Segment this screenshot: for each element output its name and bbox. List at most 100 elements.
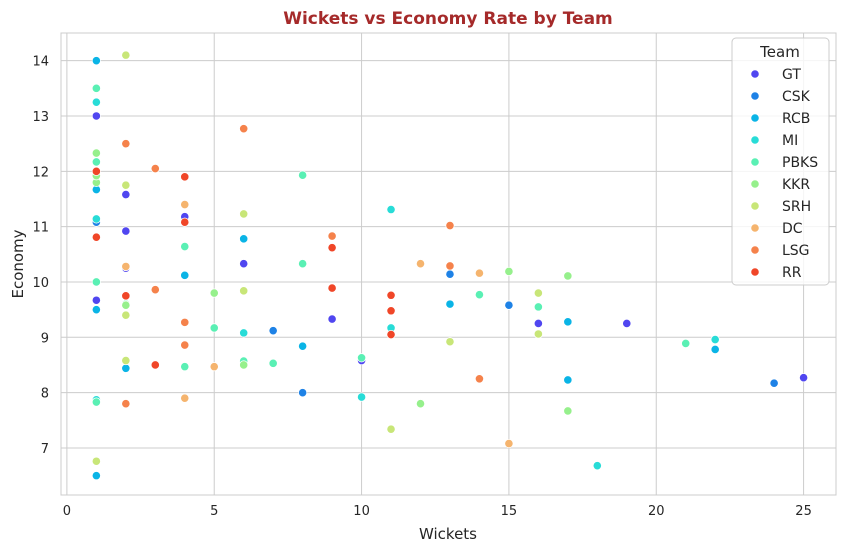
- x-axis-label: Wickets: [419, 525, 477, 543]
- legend-item-csk: CSK: [750, 89, 811, 105]
- legend-marker: [750, 245, 760, 255]
- data-point: [592, 461, 602, 471]
- data-point: [91, 148, 101, 158]
- x-tick-label: 0: [63, 504, 71, 519]
- data-point: [91, 471, 101, 481]
- data-point: [180, 172, 190, 182]
- data-point: [121, 189, 131, 200]
- legend-marker: [750, 201, 760, 211]
- data-point: [239, 234, 249, 244]
- data-point: [474, 268, 485, 278]
- legend-item-mi: MI: [750, 133, 798, 149]
- data-point: [415, 399, 426, 409]
- y-tick-label: 9: [41, 331, 49, 346]
- legend-item-rr: RR: [750, 265, 802, 281]
- data-point: [327, 231, 337, 241]
- data-point: [121, 310, 131, 320]
- data-point: [327, 283, 337, 293]
- legend-label: RCB: [782, 111, 810, 127]
- data-point: [445, 220, 455, 231]
- y-tick-label: 14: [32, 55, 49, 70]
- y-tick-label: 11: [32, 221, 49, 236]
- legend-label: GT: [782, 67, 801, 83]
- series-rr: [91, 166, 396, 370]
- data-point: [91, 97, 101, 107]
- data-point: [533, 329, 543, 339]
- legend-item-kkr: KKR: [750, 177, 810, 193]
- data-point: [121, 261, 131, 272]
- legend-label: RR: [782, 265, 802, 281]
- data-point: [327, 243, 337, 253]
- data-point: [239, 328, 249, 338]
- data-point: [474, 374, 485, 384]
- legend-item-dc: DC: [750, 221, 803, 237]
- y-tick-label: 8: [41, 387, 49, 402]
- legend-marker: [750, 113, 760, 123]
- axis-ticks: 0 5 10 15 20 25 7 8 9 10 11 12 13 14: [32, 55, 811, 519]
- data-point: [563, 406, 573, 416]
- data-point: [121, 355, 131, 366]
- data-point: [710, 334, 720, 345]
- data-point: [386, 424, 396, 434]
- data-point: [180, 241, 190, 252]
- legend-marker: [750, 91, 760, 101]
- data-point: [445, 337, 455, 347]
- data-point: [386, 290, 396, 300]
- data-point: [298, 170, 308, 180]
- data-point: [533, 288, 543, 298]
- y-tick-label: 13: [32, 110, 49, 125]
- data-point: [209, 288, 219, 298]
- series-dc: [121, 199, 514, 449]
- data-point: [180, 199, 190, 210]
- legend-item-pbks: PBKS: [750, 155, 818, 171]
- data-point: [121, 300, 131, 310]
- y-tick-label: 7: [41, 442, 49, 457]
- data-point: [710, 344, 720, 355]
- legend-label: SRH: [782, 199, 811, 215]
- data-point: [121, 139, 131, 149]
- data-point: [150, 163, 160, 174]
- data-point: [180, 317, 190, 327]
- legend-marker: [750, 135, 760, 145]
- data-point: [563, 375, 573, 385]
- data-point: [268, 358, 278, 368]
- data-point: [415, 259, 426, 269]
- data-point: [356, 353, 367, 363]
- series-kkr: [91, 148, 573, 416]
- data-point: [504, 300, 514, 310]
- data-point: [91, 232, 101, 242]
- data-point: [681, 338, 691, 348]
- data-point: [91, 277, 101, 287]
- legend-marker: [750, 157, 760, 167]
- legend-item-gt: GT: [750, 67, 801, 83]
- data-point: [798, 373, 809, 383]
- data-point: [121, 291, 131, 301]
- data-point: [91, 166, 101, 176]
- legend-marker: [750, 69, 760, 79]
- x-tick-label: 5: [210, 504, 218, 519]
- data-point: [91, 111, 101, 121]
- data-point: [445, 269, 455, 279]
- data-point: [386, 306, 396, 316]
- data-point: [445, 299, 455, 309]
- data-point: [504, 266, 514, 277]
- legend-item-srh: SRH: [750, 199, 811, 215]
- legend-label: LSG: [782, 243, 810, 259]
- data-point: [563, 317, 573, 327]
- legend: Team GT CSK RCB MI PBKS KKR SRH DC LSG RR: [731, 37, 830, 286]
- data-point: [386, 204, 396, 215]
- data-point: [533, 302, 543, 312]
- data-point: [474, 290, 485, 300]
- data-point: [121, 180, 131, 190]
- data-point: [180, 217, 190, 227]
- data-point: [445, 261, 455, 271]
- data-point: [91, 214, 101, 224]
- data-point: [298, 259, 308, 269]
- data-point: [298, 341, 308, 351]
- data-point: [209, 362, 219, 372]
- legend-marker: [750, 267, 760, 277]
- data-point: [239, 286, 249, 296]
- data-point: [239, 259, 249, 269]
